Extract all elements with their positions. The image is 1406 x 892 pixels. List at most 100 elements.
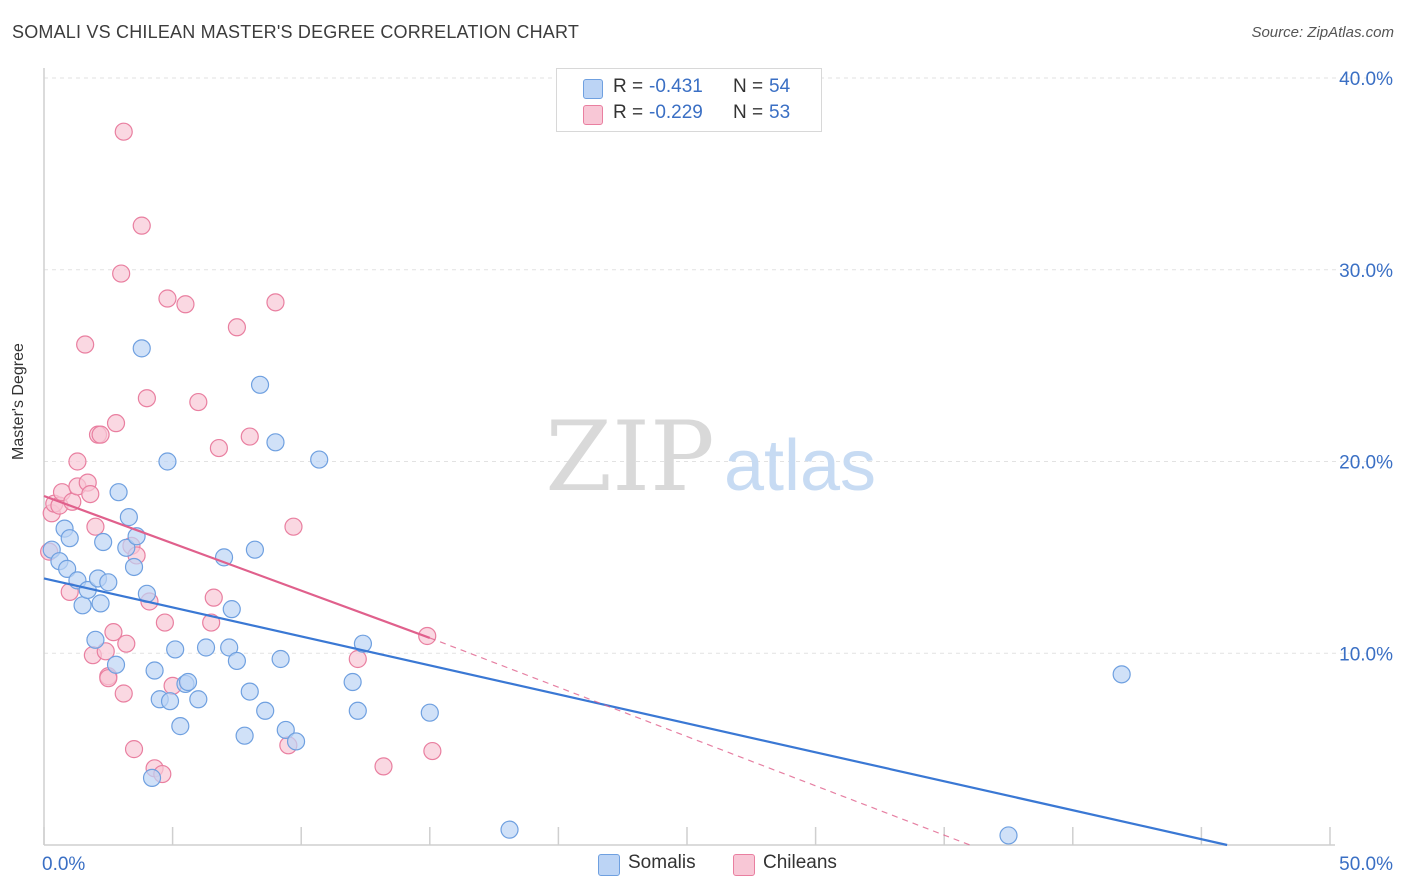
- point-somalis: [999, 826, 1018, 845]
- point-somalis: [227, 651, 246, 671]
- point-chileans: [114, 122, 133, 141]
- legend-n-label: N =: [733, 76, 764, 97]
- y-tick-label: 20.0%: [1339, 453, 1393, 474]
- point-somalis: [160, 692, 180, 711]
- point-somalis: [166, 640, 185, 659]
- bottom-legend-label-somalis: Somalis: [628, 852, 696, 873]
- point-somalis: [343, 672, 362, 692]
- point-chileans: [104, 623, 123, 642]
- point-somalis: [94, 532, 113, 552]
- legend-r-label: R =: [613, 102, 644, 123]
- point-chileans: [96, 642, 115, 661]
- point-somalis: [276, 720, 295, 740]
- point-somalis: [86, 630, 105, 649]
- point-chileans: [76, 335, 95, 354]
- point-chileans: [117, 634, 136, 653]
- ticklabel-layer: 10.0% 20.0% 30.0% 40.0% 0.0% 50.0%: [42, 69, 1393, 875]
- point-chileans: [124, 740, 144, 759]
- point-chileans: [112, 264, 131, 283]
- point-somalis: [240, 682, 259, 701]
- point-chileans: [81, 484, 100, 504]
- point-somalis: [73, 596, 92, 615]
- point-somalis: [58, 559, 77, 578]
- point-chileans: [158, 289, 177, 308]
- watermark-atlas: atlas: [724, 426, 876, 506]
- legend-swatch-chileans: [583, 105, 603, 125]
- point-somalis: [235, 726, 254, 745]
- point-chileans: [132, 216, 151, 235]
- bottom-legend-swatch-chileans: [733, 854, 755, 876]
- point-somalis: [245, 540, 265, 559]
- point-chileans: [202, 613, 221, 632]
- point-somalis: [310, 450, 329, 469]
- point-somalis: [99, 573, 118, 592]
- trend-line-somalis: [43, 577, 1228, 847]
- legend-n-value-chileans: 53: [769, 102, 791, 123]
- y-tick-label: 30.0%: [1339, 261, 1393, 282]
- point-somalis: [500, 820, 519, 839]
- point-somalis: [420, 703, 439, 722]
- watermark-zip: ZIP: [545, 401, 714, 513]
- point-chileans: [68, 452, 87, 471]
- point-chileans: [266, 293, 285, 312]
- point-chileans: [137, 389, 156, 408]
- point-chileans: [204, 588, 223, 607]
- trend-dashed-chileans: [429, 637, 971, 846]
- x-tick-label: 0.0%: [42, 854, 85, 875]
- point-somalis: [220, 638, 239, 657]
- chart-source: Source: ZipAtlas.com: [1251, 24, 1394, 41]
- point-somalis: [266, 433, 285, 452]
- point-chileans: [284, 517, 303, 536]
- points-layer: [40, 122, 1131, 845]
- point-somalis: [178, 672, 198, 692]
- point-chileans: [240, 427, 259, 446]
- point-somalis: [256, 701, 275, 720]
- y-tick-label: 10.0%: [1339, 644, 1393, 665]
- point-somalis: [106, 655, 126, 674]
- point-chileans: [189, 392, 208, 412]
- point-chileans: [227, 318, 246, 337]
- point-somalis: [158, 452, 177, 471]
- bottom-legend-label-chileans: Chileans: [763, 852, 837, 873]
- point-somalis: [142, 768, 162, 787]
- axis-layer: [43, 68, 1335, 846]
- point-somalis: [109, 483, 128, 502]
- point-somalis: [171, 717, 190, 736]
- point-somalis: [145, 661, 164, 680]
- bottom-legend-swatch-somalis: [598, 854, 620, 876]
- point-chileans: [348, 649, 367, 669]
- point-somalis: [91, 594, 110, 613]
- point-chileans: [176, 295, 195, 314]
- point-somalis: [132, 339, 151, 358]
- chart-title: SOMALI VS CHILEAN MASTER'S DEGREE CORREL…: [12, 22, 580, 42]
- point-somalis: [353, 634, 373, 653]
- trend-layer: [43, 494, 1228, 847]
- point-chileans: [374, 757, 393, 776]
- trend-line-chileans: [43, 494, 431, 639]
- point-somalis: [60, 529, 79, 548]
- point-somalis: [196, 638, 216, 657]
- point-chileans: [114, 684, 133, 703]
- point-somalis: [1112, 665, 1131, 684]
- grid-layer: [44, 77, 1370, 654]
- point-somalis: [222, 600, 241, 619]
- point-chileans: [155, 613, 174, 632]
- point-somalis: [189, 690, 208, 709]
- point-somalis: [124, 557, 144, 577]
- point-somalis: [250, 375, 270, 394]
- point-somalis: [119, 508, 138, 527]
- y-axis-label: Master's Degree: [10, 343, 27, 460]
- x-tick-label: 50.0%: [1339, 854, 1393, 875]
- point-chileans: [86, 517, 105, 536]
- point-chileans: [106, 414, 126, 433]
- point-chileans: [91, 425, 110, 444]
- legend-r-label: R =: [613, 76, 644, 97]
- point-chileans: [209, 438, 228, 458]
- point-somalis: [286, 732, 306, 751]
- point-chileans: [423, 741, 442, 761]
- point-somalis: [117, 538, 136, 557]
- correlation-legend: R = -0.431 N = 54 R = -0.229 N = 53: [556, 68, 822, 132]
- legend-n-value-somalis: 54: [769, 76, 791, 97]
- point-somalis: [348, 701, 367, 720]
